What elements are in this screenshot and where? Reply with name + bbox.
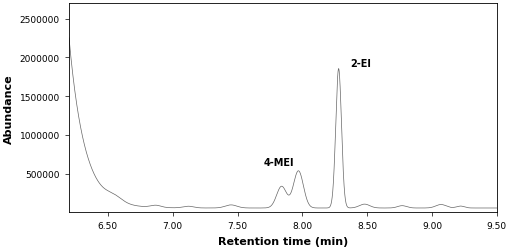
X-axis label: Retention time (min): Retention time (min)	[218, 236, 348, 246]
Text: 4-MEI: 4-MEI	[264, 157, 294, 167]
Y-axis label: Abundance: Abundance	[4, 74, 14, 143]
Text: 2-EI: 2-EI	[351, 59, 371, 69]
